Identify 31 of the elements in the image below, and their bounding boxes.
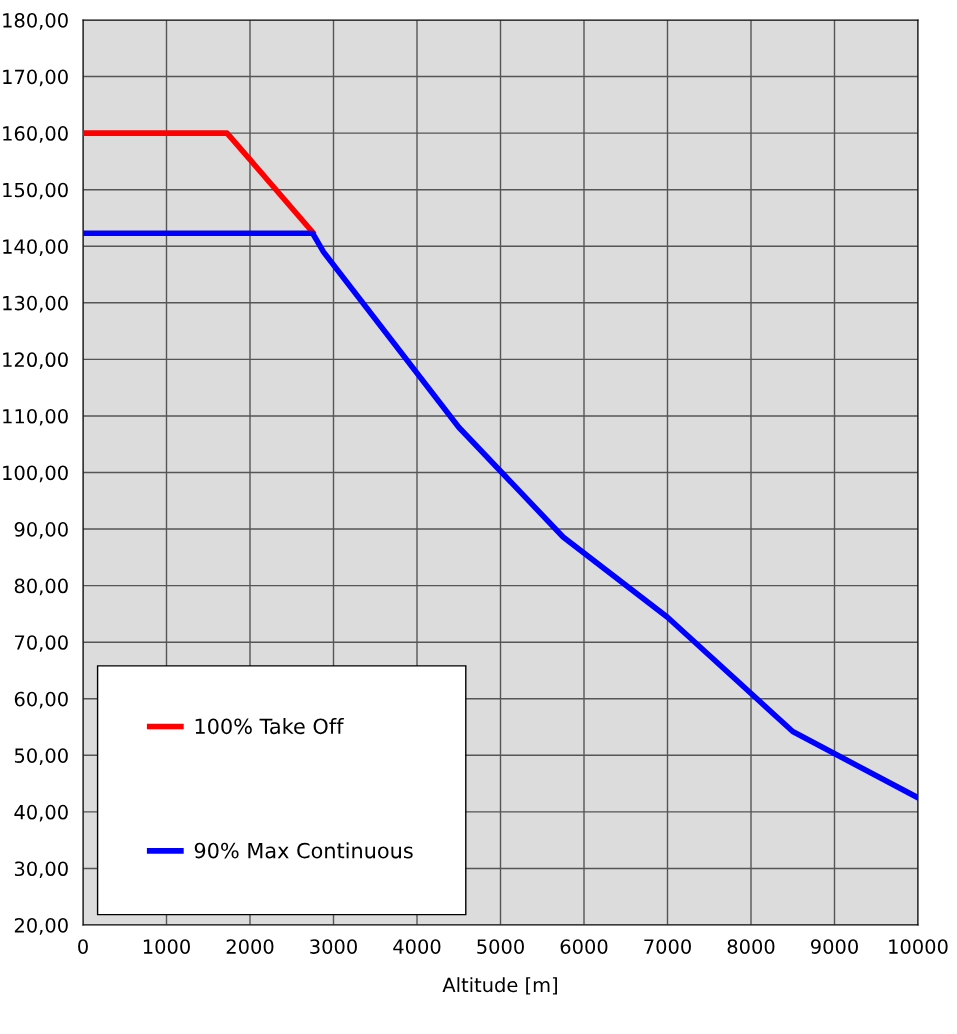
y-tick-label: 180,00: [3, 12, 68, 30]
x-tick-label: 2000: [226, 939, 274, 954]
x-tick-label: 0: [78, 939, 88, 954]
y-tick-label: 130,00: [3, 295, 68, 313]
x-axis-title: Altitude [m]: [442, 977, 557, 995]
y-tick-label: 90,00: [14, 522, 68, 539]
x-tick-label: 4000: [393, 939, 441, 954]
x-tick-label: 7000: [644, 939, 691, 954]
x-tick-label: 9000: [810, 939, 858, 954]
x-tick-label: 3000: [310, 939, 357, 954]
y-tick-label: 40,00: [14, 804, 68, 822]
y-tick-label: 150,00: [3, 182, 68, 200]
y-tick-label: 50,00: [14, 748, 68, 765]
y-tick-label: 60,00: [14, 691, 68, 709]
y-tick-label: 140,00: [3, 239, 68, 256]
y-tick-label: 80,00: [14, 578, 68, 596]
x-tick-label: 1000: [143, 939, 190, 954]
legend-label: 90% Max Continuous: [194, 842, 413, 859]
x-tick-label: 10000: [889, 939, 948, 954]
x-tick-label: 5000: [477, 939, 524, 954]
y-tick-label: 120,00: [3, 352, 68, 370]
y-tick-label: 30,00: [14, 861, 68, 879]
y-tick-label: 100,00: [3, 465, 68, 483]
y-tick-label: 160,00: [3, 126, 68, 143]
legend-label: 100% Take Off: [195, 718, 344, 735]
y-tick-label: 70,00: [15, 635, 68, 652]
y-tick-label: 170,00: [3, 69, 68, 87]
x-tick-label: 8000: [727, 939, 775, 954]
y-tick-label: 110,00: [3, 408, 68, 426]
x-tick-label: 6000: [560, 939, 608, 954]
y-tick-label: 20,00: [14, 917, 68, 935]
